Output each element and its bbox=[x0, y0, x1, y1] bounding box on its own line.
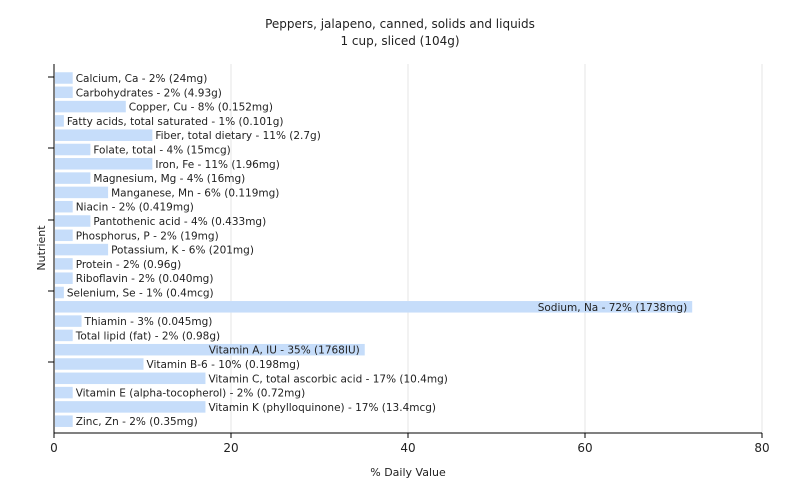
chart-title: Peppers, jalapeno, canned, solids and li… bbox=[265, 17, 535, 31]
x-tick-label: 20 bbox=[223, 441, 238, 455]
bar bbox=[55, 115, 64, 127]
bar-label: Fiber, total dietary - 11% (2.7g) bbox=[155, 130, 320, 142]
bar bbox=[55, 129, 153, 141]
bar-label: Manganese, Mn - 6% (0.119mg) bbox=[111, 187, 279, 199]
bar-label: Zinc, Zn - 2% (0.35mg) bbox=[76, 416, 198, 428]
x-tick-label: 80 bbox=[754, 441, 769, 455]
bar bbox=[55, 86, 73, 99]
bar-label: Iron, Fe - 11% (1.96mg) bbox=[155, 159, 279, 171]
bar bbox=[55, 215, 91, 227]
bar bbox=[55, 415, 73, 427]
bar-label: Copper, Cu - 8% (0.152mg) bbox=[129, 102, 273, 114]
grid bbox=[230, 64, 763, 433]
bar-label: Phosphorus, P - 2% (19mg) bbox=[76, 230, 219, 242]
bar bbox=[55, 358, 144, 370]
bar bbox=[55, 315, 82, 327]
bar-label: Sodium, Na - 72% (1738mg) bbox=[538, 302, 687, 314]
bar bbox=[55, 401, 206, 413]
bar bbox=[55, 100, 126, 113]
x-tick-label: 0 bbox=[50, 441, 58, 455]
bar bbox=[55, 329, 73, 342]
bar-label: Niacin - 2% (0.419mg) bbox=[76, 202, 194, 214]
bar bbox=[55, 186, 109, 199]
bar-label: Carbohydrates - 2% (4.93g) bbox=[76, 87, 222, 99]
bar bbox=[55, 229, 73, 242]
bar-label: Pantothenic acid - 4% (0.433mg) bbox=[93, 216, 266, 228]
bar bbox=[55, 243, 109, 256]
x-axis-title: % Daily Value bbox=[370, 466, 446, 479]
bar-label: Protein - 2% (0.96g) bbox=[76, 259, 182, 271]
bar bbox=[55, 72, 73, 84]
bar-label: Vitamin B-6 - 10% (0.198mg) bbox=[147, 359, 301, 371]
bars: Calcium, Ca - 2% (24mg) Carbohydrates - 2… bbox=[55, 72, 693, 428]
bar-label: Magnesium, Mg - 4% (16mg) bbox=[93, 173, 245, 185]
bar-label: Calcium, Ca - 2% (24mg) bbox=[76, 73, 208, 85]
bar bbox=[55, 343, 365, 356]
bar-label: Thiamin - 3% (0.045mg) bbox=[84, 316, 213, 328]
bar-label: Potassium, K - 6% (201mg) bbox=[111, 245, 254, 257]
bar-label: Vitamin K (phylloquinone) - 17% (13.4mcg… bbox=[208, 402, 436, 414]
bar-label: Vitamin C, total ascorbic acid - 17% (10… bbox=[208, 373, 447, 385]
bar-label: Fatty acids, total saturated - 1% (0.101… bbox=[67, 116, 284, 128]
x-tick-label: 60 bbox=[577, 441, 592, 455]
bar bbox=[55, 143, 91, 156]
bar bbox=[55, 301, 693, 313]
bar-label: Total lipid (fat) - 2% (0.98g) bbox=[75, 330, 220, 342]
x-tick-label: 40 bbox=[400, 441, 415, 455]
bar-label: Riboflavin - 2% (0.040mg) bbox=[76, 273, 214, 285]
bar-label: Vitamin A, IU - 35% (1768IU) bbox=[209, 345, 360, 357]
bar bbox=[55, 386, 73, 399]
bar bbox=[55, 272, 73, 284]
y-axis-title: Nutrient bbox=[35, 225, 48, 271]
bar bbox=[55, 258, 73, 270]
bar bbox=[55, 286, 64, 299]
bar-label: Vitamin E (alpha-tocopherol) - 2% (0.72m… bbox=[76, 388, 306, 400]
bar bbox=[55, 200, 73, 213]
bar bbox=[55, 158, 153, 170]
bar bbox=[55, 372, 206, 385]
axes: 0 20 40 60 80 bbox=[48, 64, 770, 455]
chart-subtitle: 1 cup, sliced (104g) bbox=[340, 34, 459, 48]
bar bbox=[55, 172, 91, 184]
bar-label: Selenium, Se - 1% (0.4mcg) bbox=[67, 288, 214, 300]
bar-label: Folate, total - 4% (15mcg) bbox=[93, 145, 230, 157]
